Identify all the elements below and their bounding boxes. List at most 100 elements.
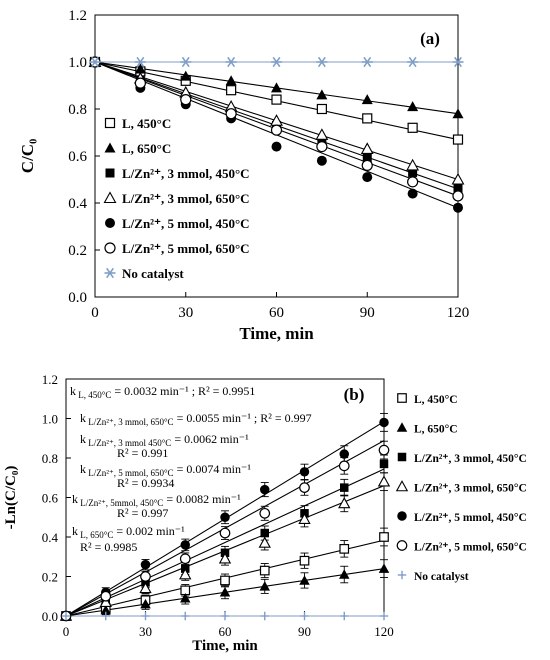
data-point <box>339 543 350 554</box>
annotation-subscript: L/Zn²⁺, 5 mmol, 650°C <box>86 468 174 478</box>
legend-item: L/Zn²⁺, 3 mmol, 450°C <box>397 452 527 465</box>
annotation-main: k <box>80 411 86 425</box>
rate-annotation: R² = 0.9985 <box>80 540 137 554</box>
x-axis-label: Time, min <box>192 638 258 654</box>
y-axis-label: -Ln(C/C₀) <box>3 466 19 530</box>
annotation-value: = 0.0082 min⁻¹ <box>163 492 241 506</box>
data-point <box>140 559 151 570</box>
data-point <box>220 575 230 586</box>
legend-label: L/Zn²⁺, 3 mmol, 450°C <box>414 453 527 465</box>
legend-marker <box>104 117 116 129</box>
data-point <box>220 611 230 621</box>
annotation-subscript: L, 450°C <box>76 390 111 400</box>
chart-panel-a: 0.0 0.2 0.4 0.6 0.8 1.0 1.2 0 30 60 90 120 Time, min… <box>18 8 469 343</box>
x-tick-label: 0 <box>63 624 70 639</box>
legend-label: L/Zn²⁺, 5 mmol, 650°C <box>414 542 527 554</box>
data-point <box>452 134 464 145</box>
rate-constant-annotations: k L, 450°C = 0.0032 min⁻¹ ; R² = 0.9951 k… <box>70 384 312 554</box>
data-point <box>316 56 328 68</box>
rate-annotation: k L/Zn²⁺, 3 mmol, 650°C = 0.0055 min⁻¹ ;… <box>80 411 312 427</box>
y-tick-label: 0.8 <box>42 451 58 466</box>
y-tick-label: 0.4 <box>68 196 87 212</box>
annotation-main: k <box>80 462 86 476</box>
series-no-catalyst <box>61 611 389 621</box>
legend-label: L, 450°C <box>122 116 171 131</box>
annotation-value: = 0.0032 min⁻¹ ; R² = 0.9951 <box>111 384 255 398</box>
y-tick-label: 0.0 <box>68 290 87 306</box>
data-point <box>225 108 237 120</box>
annotation-subscript: L/Zn²⁺, 3 mmol 450°C <box>86 438 171 448</box>
annotation-main: R² = 0.991 <box>117 446 168 460</box>
legend-label: No catalyst <box>122 266 184 281</box>
data-point <box>362 153 372 163</box>
legend-marker <box>103 191 117 204</box>
annotation-subscript: L, 650°C <box>78 530 113 540</box>
data-point <box>406 158 420 171</box>
x-tick-label: 90 <box>298 624 311 639</box>
legend-label: L, 650°C <box>122 141 171 156</box>
annotation-main: R² = 0.997 <box>117 506 168 520</box>
data-point <box>338 460 350 472</box>
data-point <box>299 467 310 477</box>
chart-panel-b: 0.0 0.2 0.4 0.6 0.8 1.0 1.2 0 30 60 90 120 Time, min… <box>3 372 527 654</box>
legend-label: L/Zn²⁺, 5 mmol, 450°C <box>414 512 527 524</box>
data-point <box>361 94 373 105</box>
legend-label: No catalyst <box>414 571 469 583</box>
series-l-zn-5-mmol-650-c <box>60 444 390 622</box>
annotation-subscript: L/Zn²⁺, 3 mmol, 650°C <box>86 417 174 427</box>
data-point <box>340 611 349 621</box>
data-point <box>260 484 270 495</box>
annotation-main: k <box>80 432 86 446</box>
y-tick-label: 1.0 <box>42 412 58 427</box>
series-no-catalyst <box>89 56 464 68</box>
data-point <box>338 497 351 509</box>
y-tick-label: 0.2 <box>42 570 58 585</box>
legend-label: L/Zn²⁺, 3 mmol, 450°C <box>122 166 250 181</box>
rate-annotation: k L, 650°C = 0.002 min⁻¹ <box>72 524 185 540</box>
x-tick-label: 0 <box>91 305 99 321</box>
data-point <box>453 202 463 213</box>
series-l-zn-5-mmol-650-c <box>89 56 464 202</box>
data-point <box>99 595 112 607</box>
data-point <box>180 93 192 106</box>
legend-label: L, 650°C <box>414 424 458 436</box>
legend-marker <box>105 168 115 178</box>
data-point <box>339 569 350 579</box>
data-point <box>270 124 283 136</box>
data-point <box>340 483 349 492</box>
panel-label: (b) <box>344 385 365 404</box>
rate-annotation: k L/Zn²⁺, 5 mmol, 650°C = 0.0074 min⁻¹ <box>80 462 251 478</box>
y-axis-label: C/C₀ <box>18 139 37 173</box>
data-point <box>300 611 309 621</box>
legend-label: L/Zn²⁺, 3 mmol, 650°C <box>414 483 527 495</box>
annotation-main: R² = 0.9985 <box>80 540 137 554</box>
legend-item: L, 650°C <box>396 422 458 436</box>
data-point <box>180 70 192 81</box>
legend-item: L, 450°C <box>397 393 458 406</box>
legend-marker <box>105 218 115 228</box>
data-point <box>407 176 419 188</box>
data-point <box>452 190 464 202</box>
data-point <box>316 89 328 100</box>
data-point <box>219 527 231 539</box>
y-tick-label: 0.2 <box>68 243 87 259</box>
data-point <box>379 459 389 469</box>
data-point <box>360 142 374 154</box>
legend: L, 450°C L, 650°C L/Zn²⁺, 3 mmol, 450°C L/Z… <box>103 116 250 281</box>
data-point <box>379 611 389 621</box>
data-point <box>299 555 310 566</box>
data-point <box>140 598 151 609</box>
x-tick-label: 60 <box>219 624 232 639</box>
data-point <box>259 507 271 519</box>
legend-marker <box>397 452 407 462</box>
data-point <box>378 444 390 456</box>
annotation-value: = 0.0062 min⁻¹ <box>171 432 249 446</box>
legend-item: L/Zn²⁺, 3 mmol, 650°C <box>103 191 250 206</box>
legend-marker <box>104 267 116 279</box>
x-tick-label: 60 <box>269 305 284 321</box>
annotation-main: R² = 0.9934 <box>117 476 174 490</box>
rate-annotation: R² = 0.991 <box>117 446 168 460</box>
data-point <box>100 604 111 615</box>
legend-item: L, 450°C <box>104 116 171 131</box>
